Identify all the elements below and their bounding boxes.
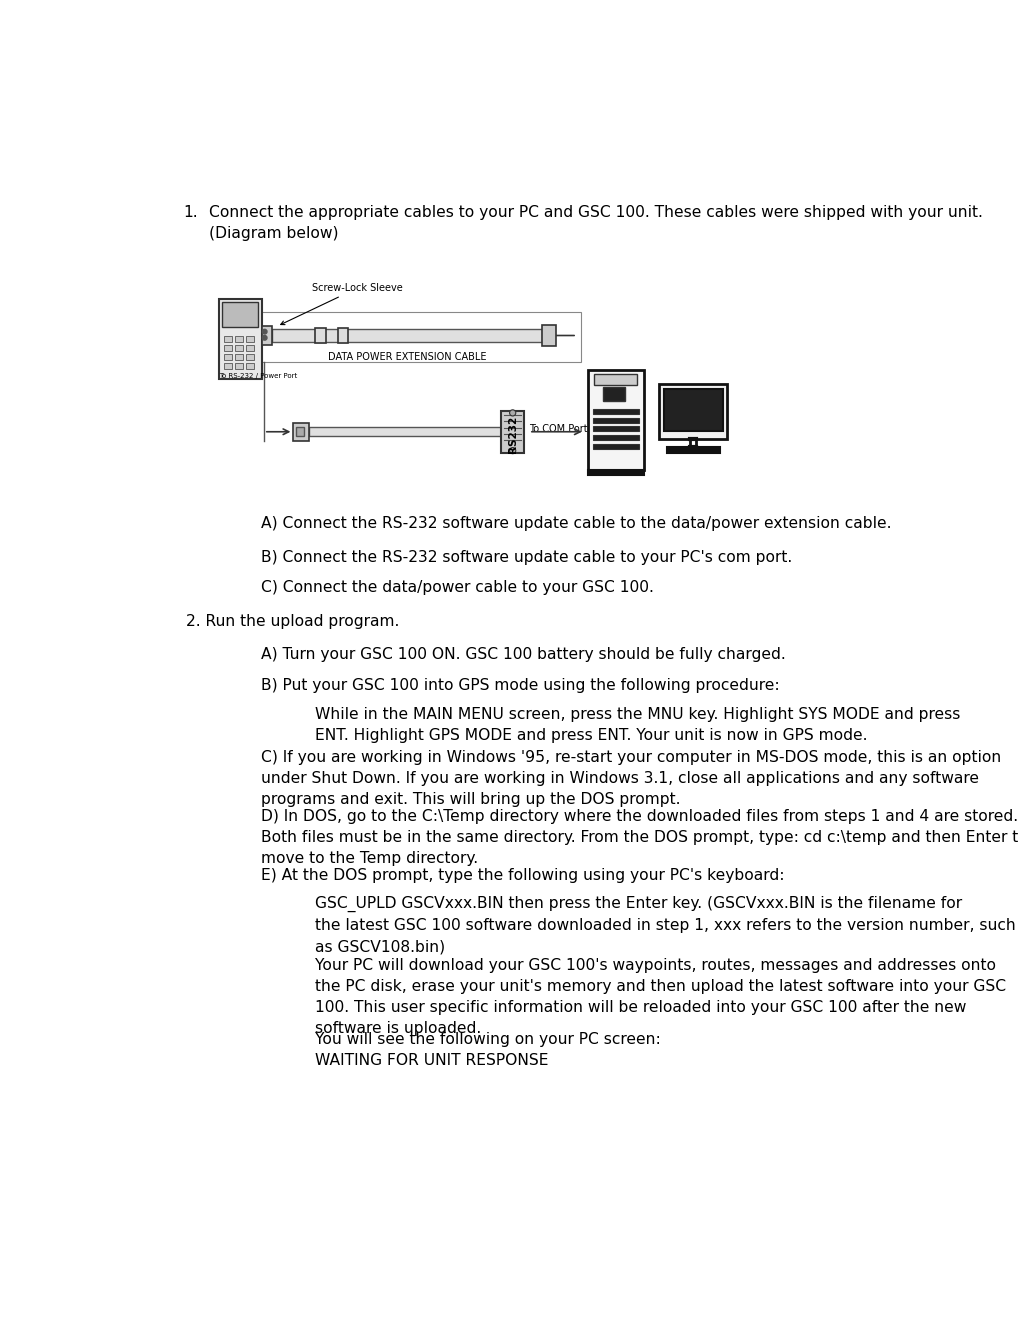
- Bar: [297, 428, 304, 437]
- Text: RS232: RS232: [507, 416, 518, 453]
- Bar: [246, 335, 254, 342]
- Text: DATA POWER EXTENSION CABLE: DATA POWER EXTENSION CABLE: [328, 352, 486, 363]
- Text: To COM Port: To COM Port: [529, 425, 587, 434]
- Bar: [593, 374, 637, 385]
- Circle shape: [262, 330, 267, 334]
- Text: You will see the following on your PC screen:
WAITING FOR UNIT RESPONSE: You will see the following on your PC sc…: [315, 1032, 660, 1068]
- Text: Your PC will download your GSC 100's waypoints, routes, messages and addresses o: Your PC will download your GSC 100's way…: [315, 958, 1005, 1036]
- Text: C) Connect the data/power cable to your GSC 100.: C) Connect the data/power cable to your …: [261, 581, 653, 595]
- Bar: [337, 327, 348, 343]
- Bar: [666, 447, 718, 453]
- Bar: [592, 444, 638, 449]
- Bar: [224, 354, 232, 360]
- Bar: [260, 313, 580, 363]
- Text: Connect the appropriate cables to your PC and GSC 100. These cables were shipped: Connect the appropriate cables to your P…: [209, 205, 981, 240]
- Text: A) Connect the RS-232 software update cable to the data/power extension cable.: A) Connect the RS-232 software update ca…: [261, 516, 891, 532]
- Circle shape: [262, 335, 267, 341]
- Bar: [246, 345, 254, 351]
- Text: E) At the DOS prompt, type the following using your PC's keyboard:: E) At the DOS prompt, type the following…: [261, 869, 784, 883]
- Text: GSC_UPLD GSCVxxx.BIN then press the Enter key. (GSCVxxx.BIN is the filename for
: GSC_UPLD GSCVxxx.BIN then press the Ente…: [315, 896, 1015, 954]
- Bar: [222, 302, 258, 327]
- Text: Screw-Lock Sleeve: Screw-Lock Sleeve: [280, 284, 403, 325]
- Bar: [293, 422, 309, 441]
- Text: B) Put your GSC 100 into GPS mode using the following procedure:: B) Put your GSC 100 into GPS mode using …: [261, 678, 779, 693]
- Bar: [272, 329, 541, 342]
- Bar: [224, 335, 232, 342]
- Bar: [587, 370, 643, 470]
- Bar: [246, 354, 254, 360]
- Text: D) In DOS, go to the C:\Temp directory where the downloaded files from steps 1 a: D) In DOS, go to the C:\Temp directory w…: [261, 809, 1019, 866]
- Bar: [235, 345, 243, 351]
- Bar: [235, 354, 243, 360]
- Circle shape: [510, 409, 516, 416]
- Circle shape: [510, 447, 516, 454]
- Text: 2. Run the upload program.: 2. Run the upload program.: [185, 614, 398, 630]
- Bar: [309, 428, 500, 437]
- Text: To RS-232 / Power Port: To RS-232 / Power Port: [219, 374, 297, 379]
- Bar: [235, 363, 243, 370]
- Text: B) Connect the RS-232 software update cable to your PC's com port.: B) Connect the RS-232 software update ca…: [261, 549, 792, 565]
- Bar: [592, 436, 638, 441]
- Text: A) Turn your GSC 100 ON. GSC 100 battery should be fully charged.: A) Turn your GSC 100 ON. GSC 100 battery…: [261, 647, 785, 663]
- Bar: [224, 345, 232, 351]
- Bar: [587, 470, 643, 475]
- Bar: [663, 388, 722, 432]
- Bar: [235, 335, 243, 342]
- Bar: [658, 384, 727, 440]
- Bar: [541, 325, 555, 346]
- Bar: [500, 411, 524, 453]
- Bar: [592, 417, 638, 422]
- Text: 1.: 1.: [183, 205, 198, 219]
- Bar: [592, 426, 638, 432]
- Bar: [592, 409, 638, 413]
- Bar: [219, 298, 261, 379]
- Text: C) If you are working in Windows '95, re-start your computer in MS-DOS mode, thi: C) If you are working in Windows '95, re…: [261, 750, 1000, 807]
- Bar: [261, 326, 272, 345]
- Bar: [246, 363, 254, 370]
- Bar: [603, 387, 625, 401]
- Text: While in the MAIN MENU screen, press the MNU key. Highlight SYS MODE and press
E: While in the MAIN MENU screen, press the…: [315, 706, 960, 743]
- Bar: [315, 327, 326, 343]
- Bar: [224, 363, 232, 370]
